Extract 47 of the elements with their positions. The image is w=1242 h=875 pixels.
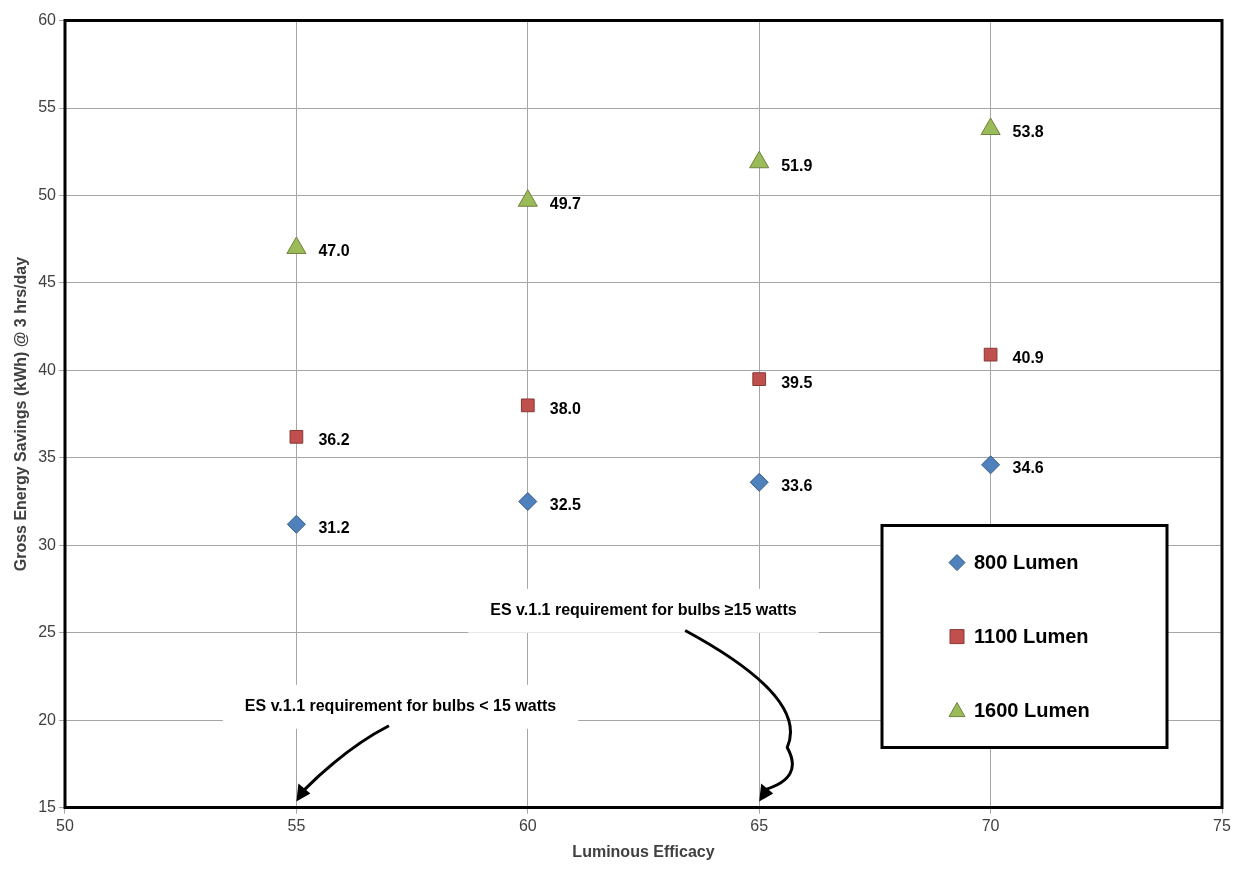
x-tick-label: 65 (750, 816, 769, 834)
x-tick-label: 60 (518, 816, 537, 834)
y-tick-label: 60 (38, 11, 57, 29)
x-tick-label: 70 (981, 816, 1000, 834)
x-tick-label: 75 (1213, 816, 1231, 834)
y-tick-label: 40 (38, 360, 57, 378)
data-label: 53.8 (1012, 123, 1044, 141)
data-label: 33.6 (781, 476, 813, 494)
x-tick-label: 50 (56, 816, 74, 834)
point (749, 150, 770, 169)
point (286, 236, 307, 254)
point (289, 429, 304, 444)
point (983, 347, 998, 362)
y-tick-label: 25 (38, 623, 57, 641)
data-label: 47.0 (318, 242, 350, 260)
legend-label: 1100 Lumen (974, 625, 1089, 648)
point (752, 372, 767, 386)
y-tick-label: 35 (38, 448, 57, 466)
data-label: 38.0 (549, 399, 582, 417)
legend-label: 1600 Lumen (974, 699, 1090, 722)
point (286, 514, 306, 534)
data-label: 31.2 (318, 518, 350, 536)
point (981, 455, 1001, 475)
point (517, 189, 538, 207)
annotation: ES v.1.1 requirement for bulbs ≥15 watts (490, 601, 797, 619)
data-label: 51.9 (781, 156, 813, 174)
data-label: 34.6 (1012, 459, 1044, 477)
y-tick-label: 20 (38, 710, 57, 728)
x-tick-label: 55 (287, 816, 306, 834)
point (980, 117, 1001, 136)
data-label: 32.5 (549, 495, 582, 513)
point (749, 472, 769, 492)
y-tick-label: 45 (38, 273, 57, 291)
data-label: 49.7 (549, 195, 582, 213)
y-tick-label: 30 (38, 535, 57, 553)
x-axis-title: Luminous Efficacy (572, 842, 715, 860)
point (520, 398, 535, 413)
y-tick-label: 55 (38, 98, 57, 116)
point (518, 492, 538, 512)
y-tick-label: 15 (38, 798, 57, 816)
data-label: 40.9 (1012, 349, 1044, 367)
data-label: 39.5 (781, 373, 813, 391)
y-tick-label: 50 (38, 185, 57, 203)
data-label: 36.2 (318, 431, 350, 449)
legend-label: 800 Lumen (974, 551, 1079, 574)
annotation: ES v.1.1 requirement for bulbs < 15 watts (244, 697, 557, 715)
y-axis-title: Gross Energy Savings (kWh) @ 3 hrs/day (12, 256, 30, 572)
